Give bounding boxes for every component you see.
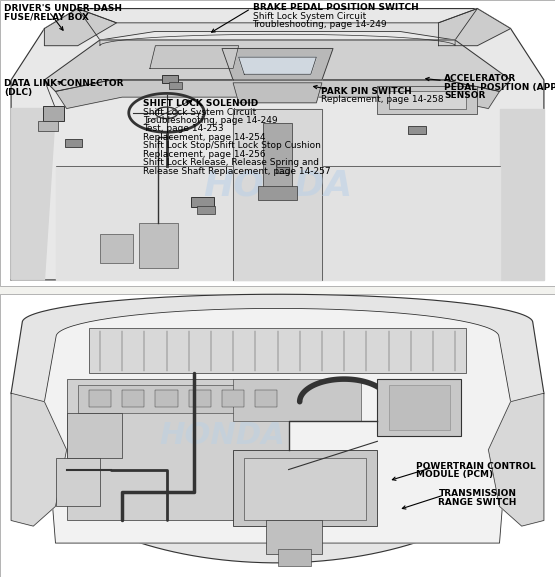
Polygon shape — [56, 458, 100, 507]
Polygon shape — [78, 9, 477, 40]
Polygon shape — [67, 379, 289, 520]
Polygon shape — [197, 206, 215, 214]
Text: Shift Lock Stop/Shift Lock Stop Cushion: Shift Lock Stop/Shift Lock Stop Cushion — [143, 141, 321, 151]
Polygon shape — [278, 549, 311, 565]
Polygon shape — [100, 234, 133, 263]
Polygon shape — [169, 83, 182, 89]
Polygon shape — [11, 9, 544, 280]
Polygon shape — [89, 328, 466, 373]
Text: BRAKE PEDAL POSITION SWITCH: BRAKE PEDAL POSITION SWITCH — [253, 3, 418, 13]
Polygon shape — [388, 385, 450, 430]
Text: FUSE/RELAY BOX: FUSE/RELAY BOX — [4, 12, 89, 21]
Polygon shape — [67, 413, 122, 458]
Text: Replacement, page 14-258: Replacement, page 14-258 — [321, 95, 443, 104]
Text: MODULE (PCM): MODULE (PCM) — [416, 470, 493, 479]
Text: SHIFT LOCK SOLENOID: SHIFT LOCK SOLENOID — [143, 99, 259, 108]
Polygon shape — [155, 391, 178, 407]
Polygon shape — [11, 294, 544, 563]
Text: HONDA: HONDA — [203, 168, 352, 203]
Polygon shape — [233, 450, 377, 526]
Polygon shape — [488, 394, 544, 526]
Polygon shape — [408, 126, 426, 134]
Polygon shape — [56, 80, 500, 108]
Polygon shape — [377, 86, 477, 114]
Polygon shape — [233, 83, 322, 103]
Polygon shape — [377, 379, 461, 436]
Text: ACCELERATOR: ACCELERATOR — [444, 74, 516, 83]
Polygon shape — [244, 458, 366, 520]
Polygon shape — [44, 40, 511, 91]
Polygon shape — [44, 9, 117, 46]
Polygon shape — [222, 48, 333, 80]
Polygon shape — [233, 108, 322, 280]
Polygon shape — [162, 75, 178, 83]
Text: DRIVER'S UNDER-DASH: DRIVER'S UNDER-DASH — [4, 3, 123, 13]
Bar — [0, 0, 555, 286]
Polygon shape — [189, 391, 211, 407]
Text: Release Shaft Replacement, page 14-257: Release Shaft Replacement, page 14-257 — [143, 167, 331, 176]
Text: POWERTRAIN CONTROL: POWERTRAIN CONTROL — [416, 462, 536, 471]
Polygon shape — [500, 108, 544, 280]
Text: Replacement, page 14-256: Replacement, page 14-256 — [143, 150, 266, 159]
Text: (DLC): (DLC) — [4, 88, 33, 97]
Polygon shape — [239, 57, 316, 74]
Polygon shape — [44, 309, 511, 543]
Text: Shift Lock System Circuit: Shift Lock System Circuit — [143, 107, 256, 117]
Polygon shape — [11, 108, 56, 280]
Text: DATA LINK CONNECTOR: DATA LINK CONNECTOR — [4, 80, 124, 88]
Polygon shape — [276, 167, 289, 173]
Text: PARK PIN SWITCH: PARK PIN SWITCH — [321, 87, 412, 96]
Polygon shape — [38, 121, 58, 132]
Polygon shape — [139, 223, 178, 268]
Polygon shape — [11, 394, 67, 526]
Polygon shape — [233, 379, 361, 421]
Text: SENSOR: SENSOR — [444, 91, 486, 100]
Polygon shape — [258, 186, 297, 200]
Text: HONDA: HONDA — [159, 421, 285, 450]
Text: Troubleshooting, page 14-249: Troubleshooting, page 14-249 — [253, 20, 387, 29]
Text: Shift Lock Release, Release Spring and: Shift Lock Release, Release Spring and — [143, 158, 319, 167]
Text: PEDAL POSITION (APP): PEDAL POSITION (APP) — [444, 83, 555, 92]
Polygon shape — [222, 391, 244, 407]
Polygon shape — [263, 123, 292, 192]
Polygon shape — [122, 391, 144, 407]
Text: TRANSMISSION: TRANSMISSION — [438, 489, 517, 499]
Polygon shape — [438, 9, 511, 46]
Text: RANGE SWITCH: RANGE SWITCH — [438, 498, 517, 507]
Text: Test, page 14-253: Test, page 14-253 — [143, 125, 224, 133]
Polygon shape — [266, 520, 322, 554]
Bar — [0, 294, 555, 577]
Polygon shape — [43, 106, 64, 121]
Polygon shape — [89, 391, 111, 407]
Polygon shape — [65, 140, 82, 147]
Polygon shape — [388, 91, 466, 108]
Text: Troubleshooting, page 14-249: Troubleshooting, page 14-249 — [143, 116, 278, 125]
Polygon shape — [78, 385, 278, 413]
Text: Replacement, page 14-254: Replacement, page 14-254 — [143, 133, 266, 142]
Polygon shape — [255, 391, 278, 407]
Polygon shape — [191, 197, 214, 207]
Polygon shape — [56, 166, 500, 280]
Text: Shift Lock System Circuit: Shift Lock System Circuit — [253, 12, 366, 21]
Polygon shape — [150, 46, 239, 69]
